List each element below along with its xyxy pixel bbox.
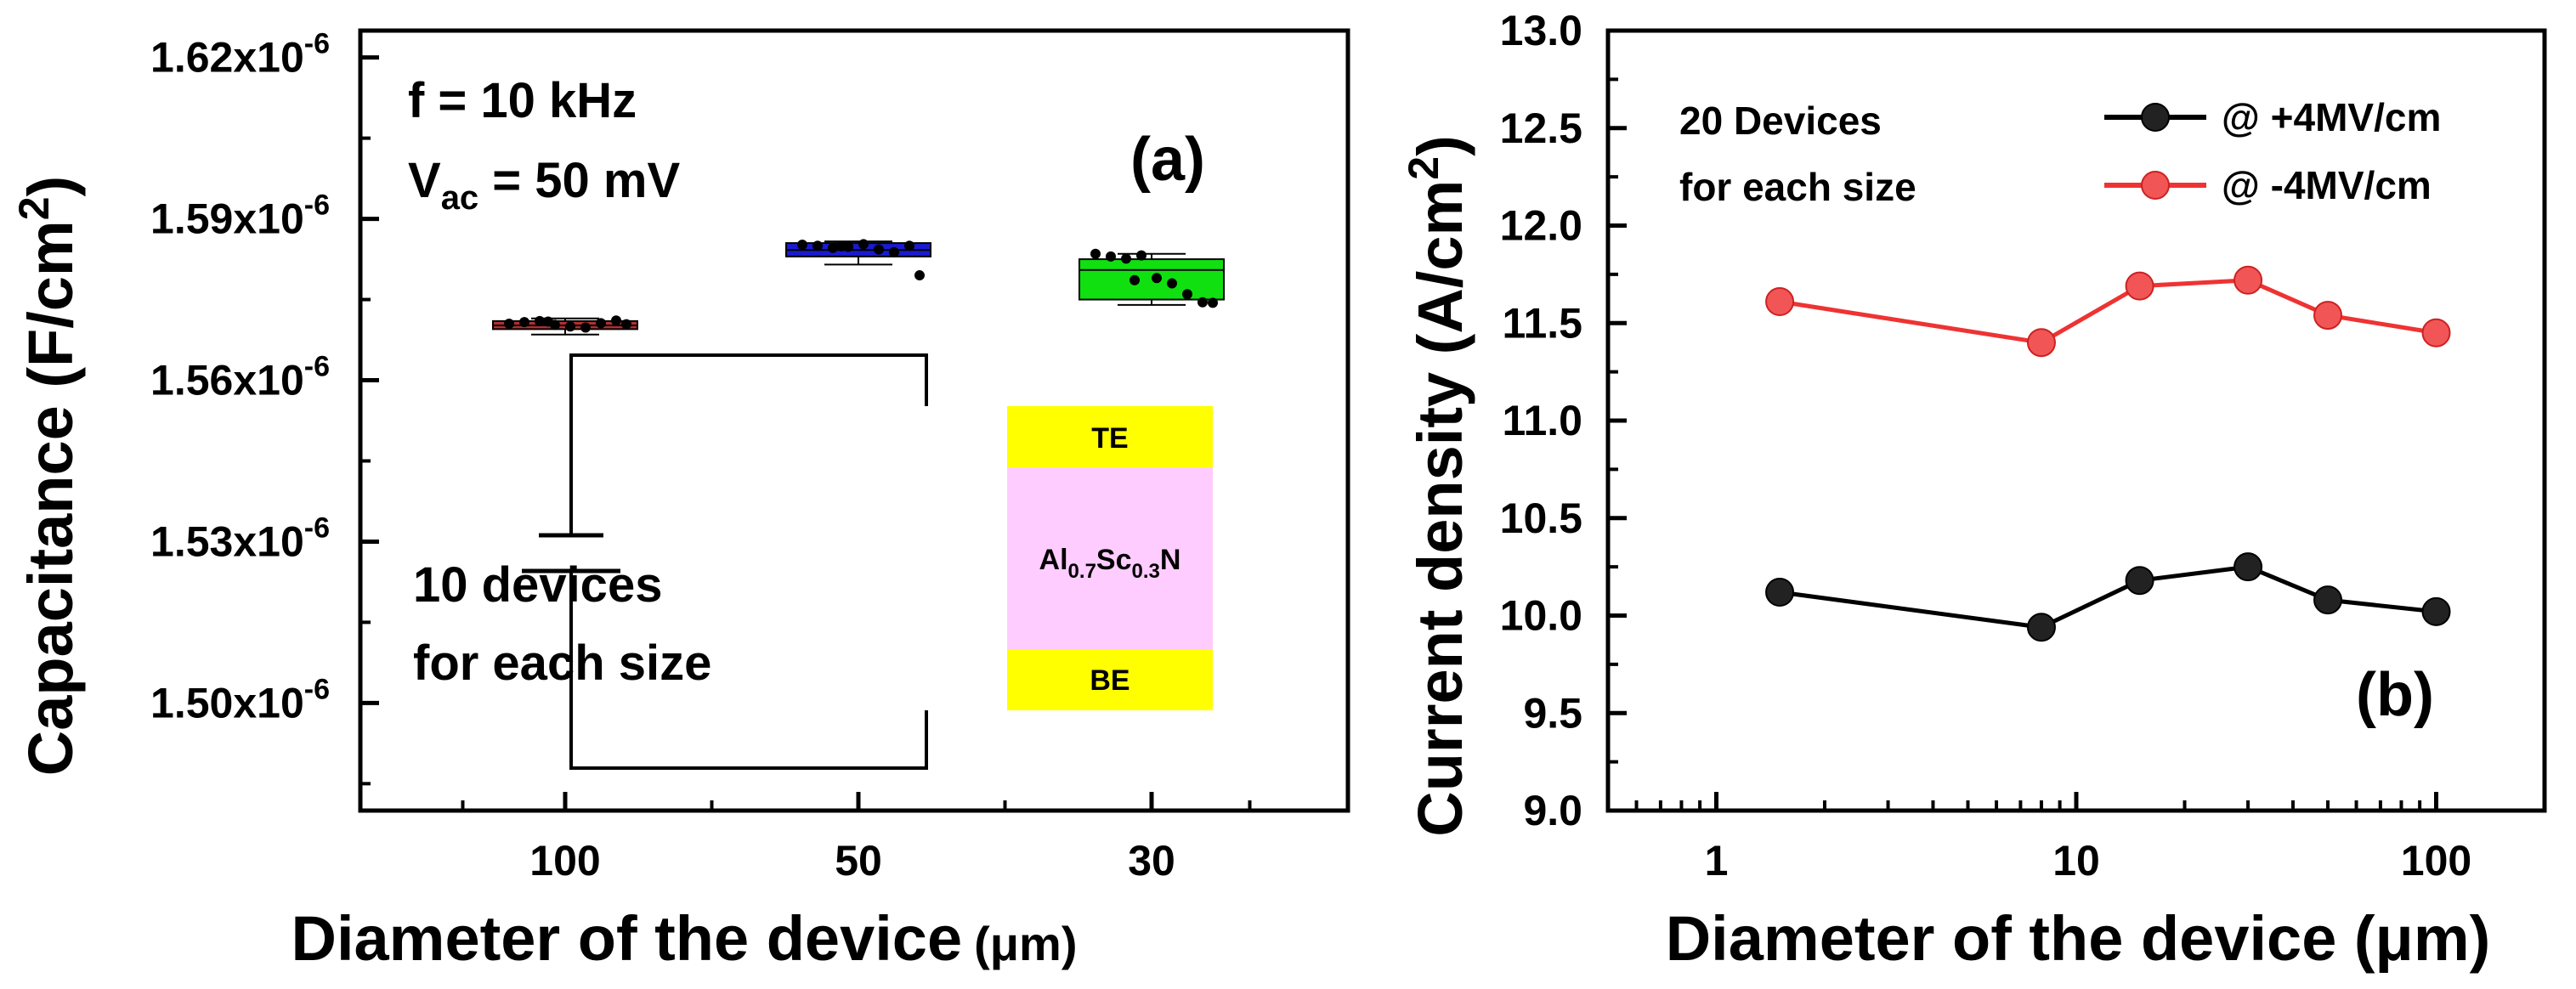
panel-b-y-tick-label-4: 11.0 [1502,397,1582,444]
panel-b-x-tick-label-2: 100 [2401,837,2471,884]
legend-marker-neg [2141,171,2170,200]
panel-b-y-tick-label-7: 12.5 [1500,105,1582,152]
box-point-2-7 [1197,297,1208,308]
panel-b-y-tick-label-5: 11.5 [1502,299,1582,347]
panel-a-boxes [492,239,1225,336]
series-1-point-1 [2026,328,2056,358]
box-point-0-0 [504,319,514,330]
series-0-point-1 [2026,613,2056,642]
bottom-electrode-label: BE [1090,664,1129,697]
box-point-0-1 [519,317,529,328]
box-point-0-2 [535,315,545,326]
box-point-2-0 [1090,248,1101,259]
box-point-0-9 [543,316,553,327]
box-point-1-0 [797,239,807,250]
panel-a-plot-frame [358,28,1350,813]
box-point-0-8 [621,319,631,330]
inset-wire-bottom [569,569,928,770]
series-1-point-2 [2125,271,2154,301]
series-1-point-5 [2421,318,2451,348]
box-point-1-5 [874,244,884,255]
panel-b-legend: @ +4MV/cm @ -4MV/cm [2104,95,2441,207]
panel-a-label: (a) [1130,126,1205,194]
panel-b-devices-line2: for each size [1679,165,1916,209]
top-electrode-layer [1007,406,1213,467]
series-0-point-5 [2421,596,2451,626]
box-30 [1079,258,1225,301]
panel-a-y-tick-label-3: 1.59x10-6 [150,189,330,243]
series-0-point-0 [1765,577,1795,607]
series-line-1 [1779,278,2437,345]
box-point-1-6 [889,246,899,257]
series-0-point-2 [2125,566,2154,596]
panel-a: Capacitance (F/cm2) 1.50x10-61.53x10-61.… [10,28,1350,974]
panel-a-x-tick-label-0: 100 [529,837,600,884]
panel-a-devices-line1: 10 devices [413,557,662,613]
box-point-2-1 [1106,251,1116,262]
box-point-2-9 [1129,274,1140,285]
series-0-point-4 [2313,585,2343,615]
inset-capacitor-diagram: TE Al0.7Sc0.3N BE [522,353,1213,770]
panel-b-x-tick-label-0: 1 [1705,837,1729,884]
legend-marker-pos [2141,103,2170,132]
series-line-0 [1779,564,2437,630]
panel-a-y-tick-label-2: 1.56x10-6 [150,351,330,404]
box-point-1-8 [914,270,925,281]
bottom-electrode-layer [1007,649,1213,710]
panel-a-y-tick-label-1: 1.53x10-6 [150,511,330,565]
panel-a-y-tick-label-0: 1.50x10-6 [150,673,330,726]
panel-b-series [1765,265,2451,642]
box-point-2-4 [1152,273,1162,284]
box-point-1-4 [858,239,869,250]
legend-label-pos: @ +4MV/cm [2222,95,2441,139]
series-1-point-4 [2313,301,2343,331]
panel-a-xlabel: Diameter of the device (μm) [292,903,1078,974]
series-1-point-0 [1765,287,1795,317]
dielectric-label: Al0.7Sc0.3N [1039,544,1181,583]
box-point-0-4 [565,321,575,332]
top-electrode-label: TE [1091,422,1128,455]
box-point-2-8 [1208,297,1218,308]
inset-wire-top [569,353,928,406]
panel-a-y-tick-label-4: 1.62x10-6 [150,28,330,82]
panel-b-x-tick-labels: 1 10 100 [1705,837,2472,884]
dielectric-layer [1007,467,1213,649]
panel-a-ylabel: Capacitance (F/cm2) [10,176,86,776]
box-point-1-2 [828,242,838,253]
box-point-2-2 [1121,253,1131,264]
box-point-1-9 [836,240,846,251]
series-1-point-3 [2233,265,2263,295]
box-point-2-6 [1182,289,1192,300]
box-point-1-1 [812,240,823,251]
panel-a-x-tick-label-1: 50 [835,837,882,884]
panel-b-y-tick-label-2: 10.0 [1500,592,1582,640]
panel-a-x-tick-label-2: 30 [1128,837,1175,884]
panel-b-y-tick-label-6: 12.0 [1500,202,1582,250]
panel-b-xlabel: Diameter of the device (μm) [1666,903,2491,974]
box-point-1-7 [904,240,914,251]
panel-b-label: (b) [2356,661,2434,729]
panel-b-y-tick-label-1: 9.5 [1523,689,1582,737]
panel-b-y-tick-labels: 9.0 9.5 10.0 10.5 11.0 11.5 12.0 12.5 13.0 [1500,7,1582,834]
panel-a-y-tick-labels: 1.50x10-6 1.53x10-6 1.56x10-6 1.59x10-6 1.62… [150,28,330,727]
box-point-0-7 [611,315,621,326]
panel-a-x-tick-labels: 100 50 30 [529,837,1175,884]
box-point-2-5 [1167,278,1177,289]
panel-a-vac-annotation: Vac = 50 mV [408,153,680,217]
box-point-0-6 [596,318,606,329]
panel-b: Current density (A/cm2) 9.09.510.010.511… [1400,7,2547,974]
panel-b-y-tick-label-8: 13.0 [1500,7,1582,54]
panel-b-y-tick-label-3: 10.5 [1500,494,1582,542]
legend-label-neg: @ -4MV/cm [2222,163,2432,207]
panel-b-y-tick-label-0: 9.0 [1523,787,1582,834]
panel-b-x-tick-label-1: 10 [2052,837,2100,884]
box-point-0-5 [580,322,591,333]
series-0-point-3 [2233,552,2263,582]
panel-a-devices-line2: for each size [413,636,711,691]
panel-b-devices-line1: 20 Devices [1679,99,1882,143]
panel-a-freq-annotation: f = 10 kHz [408,73,637,128]
box-point-2-3 [1136,250,1146,261]
panel-b-ylabel: Current density (A/cm2) [1400,135,1475,837]
